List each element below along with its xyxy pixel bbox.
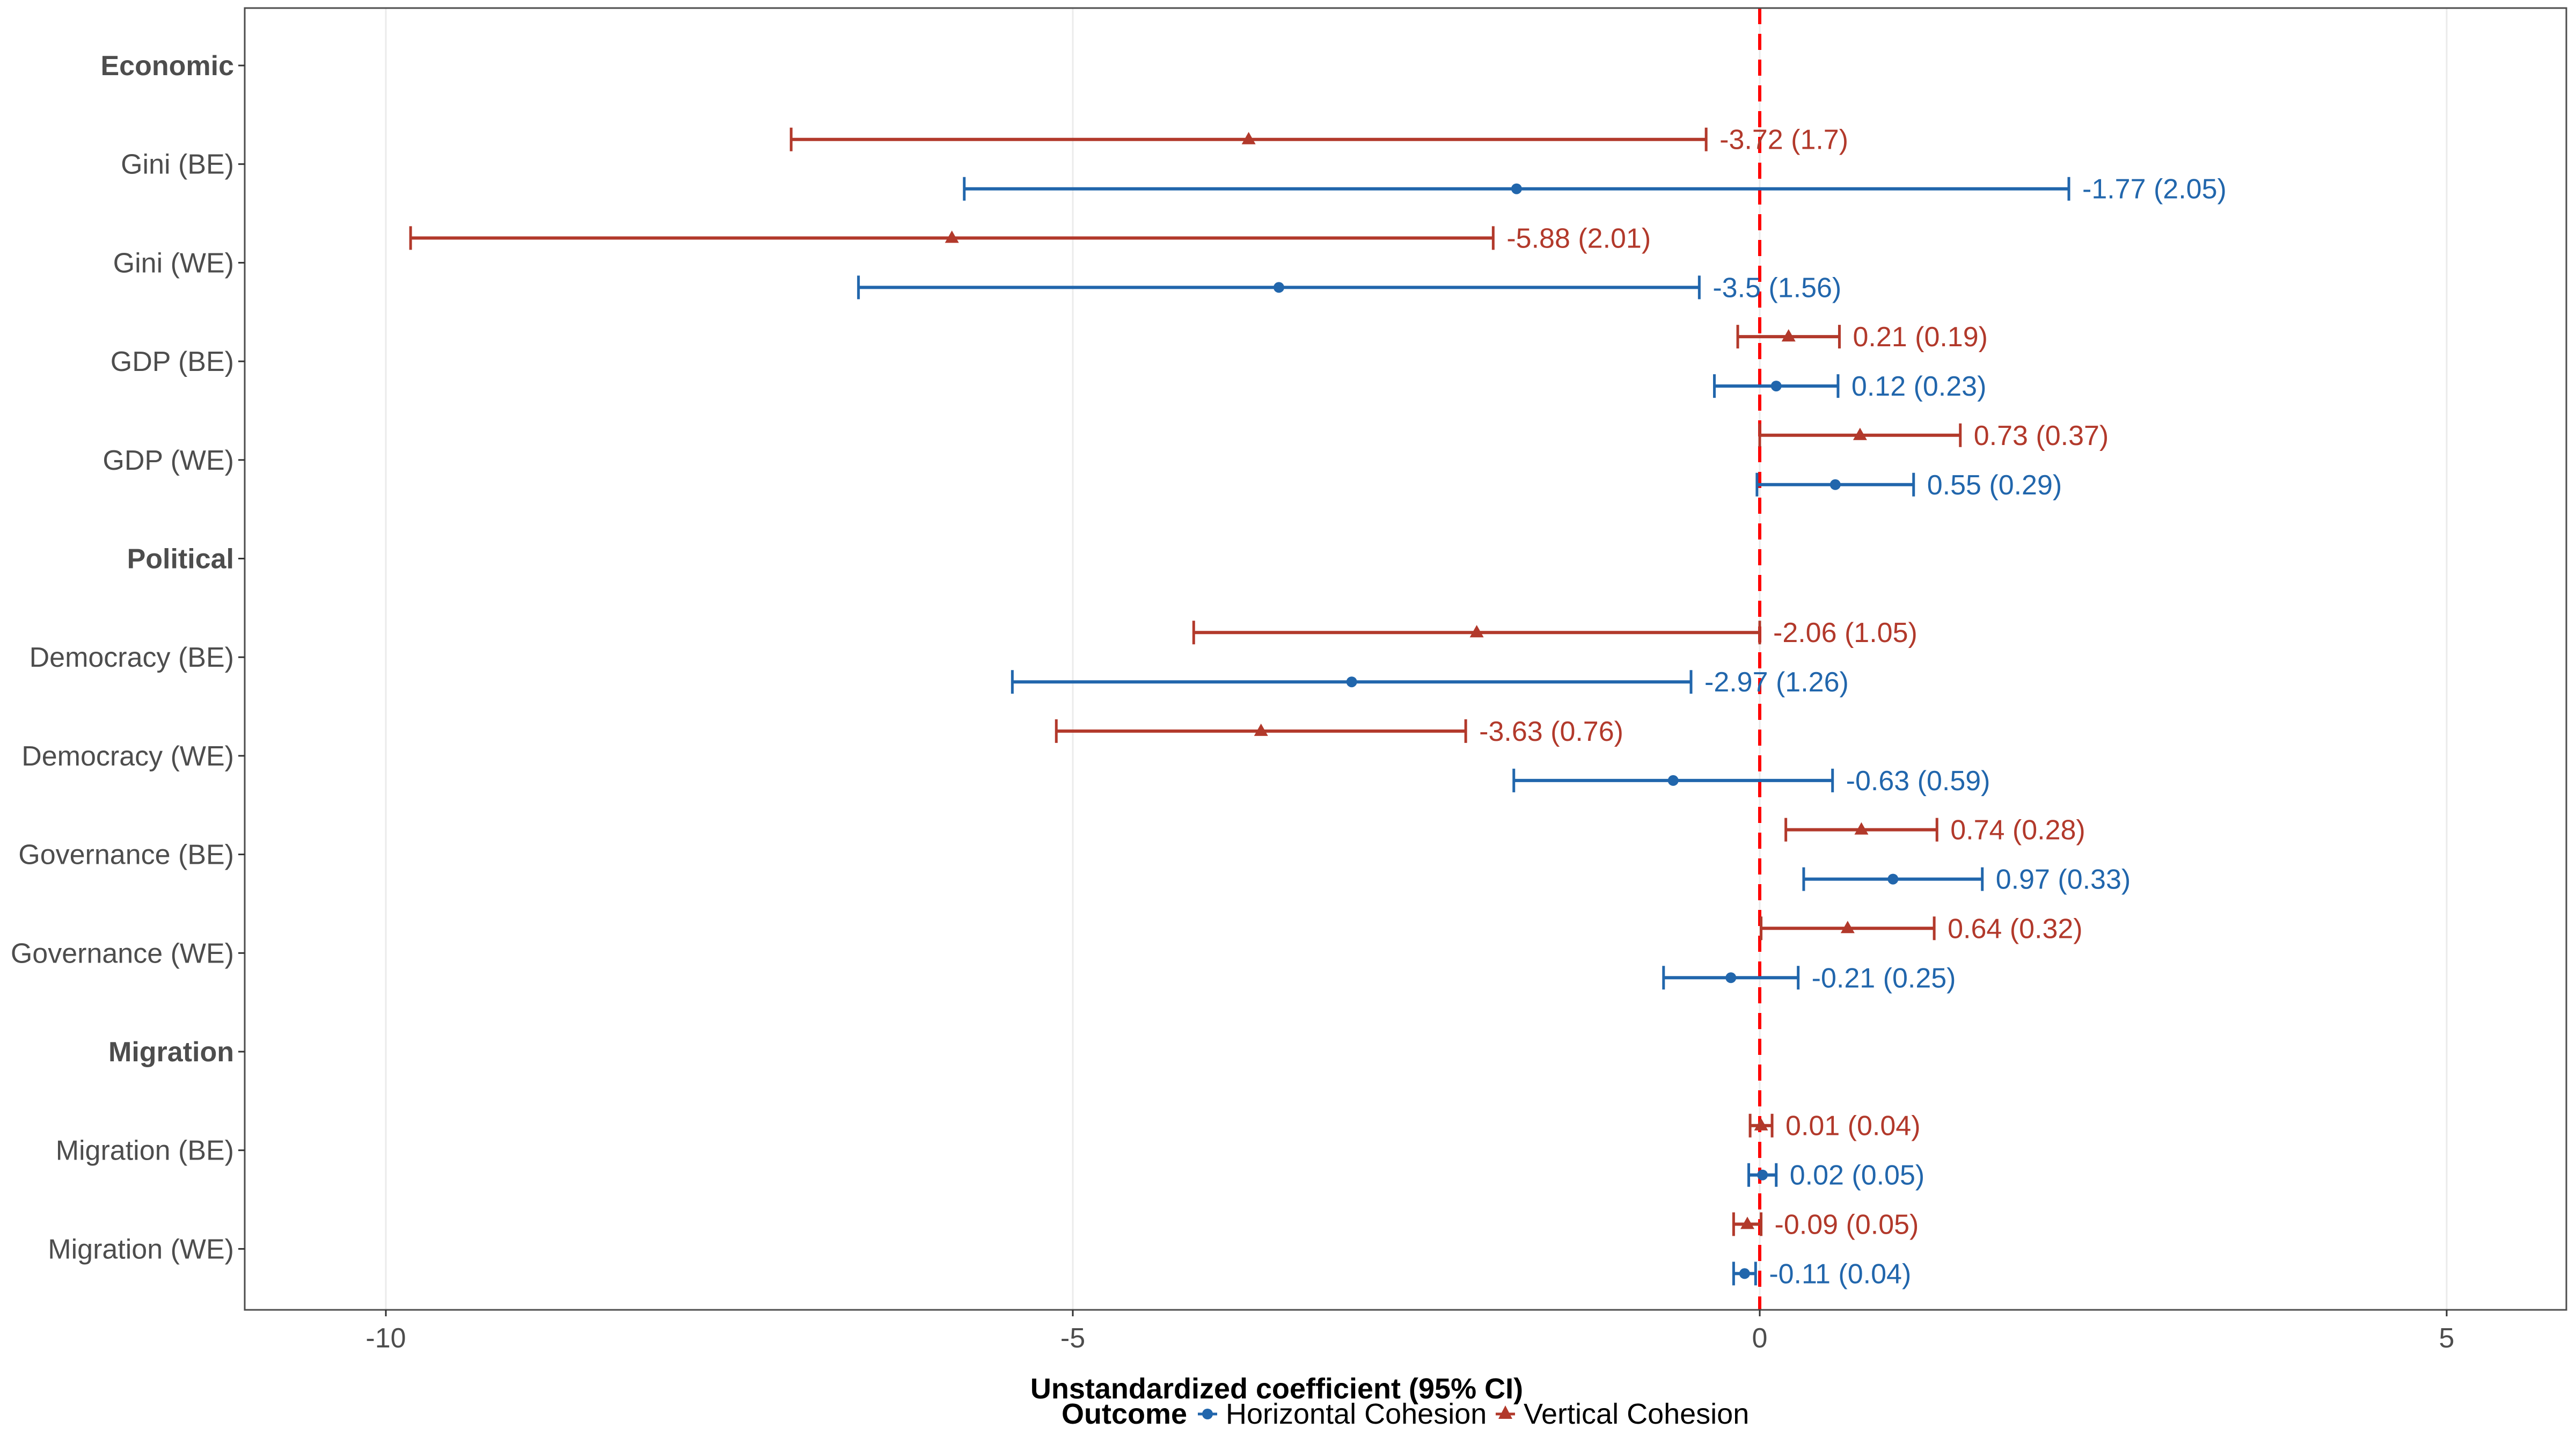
y-group-header-label: Migration [108, 1037, 234, 1068]
errorbar-horizontal [1011, 670, 1693, 694]
data-label: -0.09 (0.05) [1775, 1209, 1919, 1240]
x-tick-label: 5 [2439, 1323, 2455, 1354]
errorbar-horizontal [1662, 966, 1800, 990]
y-group-header-label: Economic [101, 50, 235, 82]
point-circle [1667, 775, 1679, 786]
point-triangle [1241, 132, 1256, 144]
point-triangle [1740, 1216, 1754, 1229]
y-tick-label: Democracy (WE) [21, 741, 234, 772]
errorbar-horizontal [1732, 1262, 1757, 1286]
point-circle [1770, 381, 1782, 392]
point-triangle [1254, 723, 1268, 736]
plot-panel-border [244, 7, 2567, 1311]
x-tick-label: -10 [365, 1323, 406, 1354]
data-label: -3.63 (0.76) [1479, 716, 1623, 747]
series-marks [409, 127, 2070, 1286]
data-label: 0.21 (0.19) [1853, 322, 1988, 353]
point-triangle [945, 230, 959, 243]
data-label: -3.5 (1.56) [1713, 272, 1841, 303]
y-tick-label: Governance (BE) [18, 840, 234, 871]
errorbar-horizontal [857, 275, 1701, 300]
data-labels: -3.72 (1.7) -5.88 (2.01) 0.21 (0.19) 0.73 (… [1479, 125, 2227, 1290]
legend-key-circle [1202, 1409, 1213, 1419]
errorbar-vertical [789, 127, 1708, 151]
point-triangle [1853, 427, 1867, 440]
y-tick-label: Democracy (BE) [30, 642, 234, 673]
errorbar-horizontal [1713, 374, 1840, 398]
y-tick-label: GDP (BE) [111, 346, 234, 377]
errorbar-vertical [1758, 423, 1962, 447]
x-axis-title: Unstandardized coefficient (95% CI) [1030, 1373, 1523, 1405]
y-tick-label: Migration (BE) [56, 1135, 234, 1167]
y-tick-label: Gini (BE) [121, 149, 234, 180]
errorbar-vertical [1748, 1113, 1774, 1138]
data-label: -1.77 (2.05) [2082, 174, 2227, 205]
errorbar-vertical [1736, 325, 1841, 349]
legend-label: Horizontal Cohesion [1226, 1398, 1487, 1430]
legend-title: Outcome [1062, 1398, 1187, 1430]
y-tick-label: Gini (WE) [113, 247, 234, 279]
errorbar-horizontal [1755, 472, 1915, 497]
y-tick-label: Governance (WE) [11, 938, 234, 969]
data-label: 0.97 (0.33) [1996, 864, 2131, 895]
errorbar-vertical [1192, 621, 1761, 645]
y-axis: Economic Gini (BE) Gini (WE) GDP (BE) GDP (W… [11, 50, 245, 1265]
errorbar-vertical [1784, 818, 1938, 842]
errorbar-horizontal [1512, 768, 1834, 792]
y-tick-label: GDP (WE) [103, 445, 234, 476]
x-tick-label: 0 [1752, 1323, 1768, 1354]
point-circle [1274, 282, 1284, 293]
point-circle [1887, 873, 1899, 885]
errorbar-vertical [1760, 916, 1936, 941]
data-label: -5.88 (2.01) [1506, 223, 1651, 254]
legend-label: Vertical Cohesion [1524, 1398, 1749, 1430]
point-circle [1511, 183, 1522, 194]
data-label: 0.12 (0.23) [1851, 371, 1987, 402]
point-triangle [1840, 921, 1855, 934]
data-label: -2.97 (1.26) [1704, 667, 1849, 698]
point-circle [1757, 1169, 1768, 1180]
data-label: 0.64 (0.32) [1948, 913, 2083, 944]
point-circle [1739, 1268, 1750, 1279]
point-triangle [1754, 1118, 1768, 1131]
errorbar-horizontal [963, 177, 2070, 201]
data-label: 0.55 (0.29) [1927, 470, 2062, 501]
data-label: 0.01 (0.04) [1785, 1111, 1921, 1142]
legend-key-triangle [1498, 1405, 1512, 1419]
data-label: -0.11 (0.04) [1769, 1258, 1911, 1289]
data-label: 0.74 (0.28) [1950, 815, 2085, 846]
x-axis: -10 -5 0 5 [365, 1310, 2454, 1354]
point-circle [1346, 676, 1357, 688]
errorbar-vertical [1055, 719, 1467, 743]
data-label: 0.73 (0.37) [1974, 420, 2109, 451]
point-circle [1725, 972, 1737, 983]
errorbar-vertical [1732, 1212, 1763, 1236]
x-tick-label: -5 [1060, 1323, 1085, 1354]
legend: Outcome Horizontal Cohesion Vertical Cohe… [1062, 1398, 1749, 1430]
errorbar-vertical [409, 226, 1495, 250]
point-triangle [1469, 625, 1484, 638]
y-group-header-label: Political [127, 544, 234, 575]
point-circle [1829, 479, 1841, 490]
data-label: -2.06 (1.05) [1773, 617, 1918, 648]
data-label: -0.63 (0.59) [1846, 766, 1990, 797]
y-tick-label: Migration (WE) [48, 1234, 234, 1265]
point-triangle [1854, 822, 1869, 835]
data-label: -0.21 (0.25) [1812, 963, 1956, 994]
errorbar-horizontal [1747, 1163, 1778, 1187]
data-label: 0.02 (0.05) [1790, 1160, 1925, 1191]
point-triangle [1781, 329, 1796, 342]
errorbar-horizontal [1802, 867, 1984, 891]
data-label: -3.72 (1.7) [1719, 125, 1848, 156]
